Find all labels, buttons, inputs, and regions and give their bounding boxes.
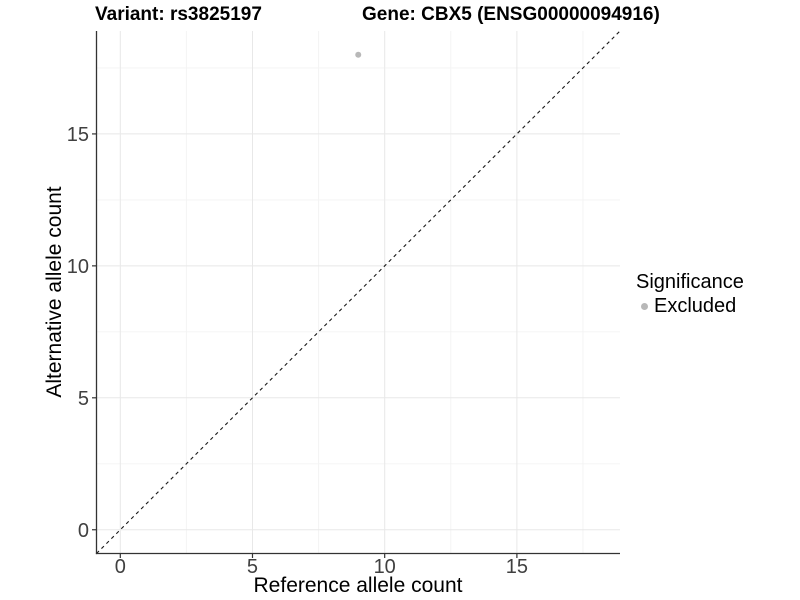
legend-title: Significance — [636, 271, 744, 293]
x-axis-title: Reference allele count — [253, 574, 463, 597]
x-tick-label: 0 — [115, 556, 126, 578]
legend-item: Excluded — [636, 294, 744, 318]
y-tick-label: 5 — [78, 388, 89, 410]
variant-title: Variant: rs3825197 — [95, 4, 262, 25]
y-tick-label: 15 — [67, 124, 89, 146]
y-tick-label: 0 — [78, 520, 89, 542]
legend-item-label: Excluded — [654, 295, 737, 317]
y-tick-label: 10 — [67, 256, 89, 278]
x-tick-label: 15 — [506, 556, 528, 578]
x-tick-label: 10 — [374, 556, 396, 578]
x-tick-label: 5 — [247, 556, 258, 578]
legend-items: Excluded — [636, 294, 744, 318]
gene-title: Gene: CBX5 (ENSG00000094916) — [362, 4, 660, 25]
identity-dashed-line — [96, 30, 621, 554]
legend: Significance Excluded — [636, 270, 744, 318]
data-point — [355, 51, 362, 58]
legend-key-dot-icon — [641, 302, 648, 310]
